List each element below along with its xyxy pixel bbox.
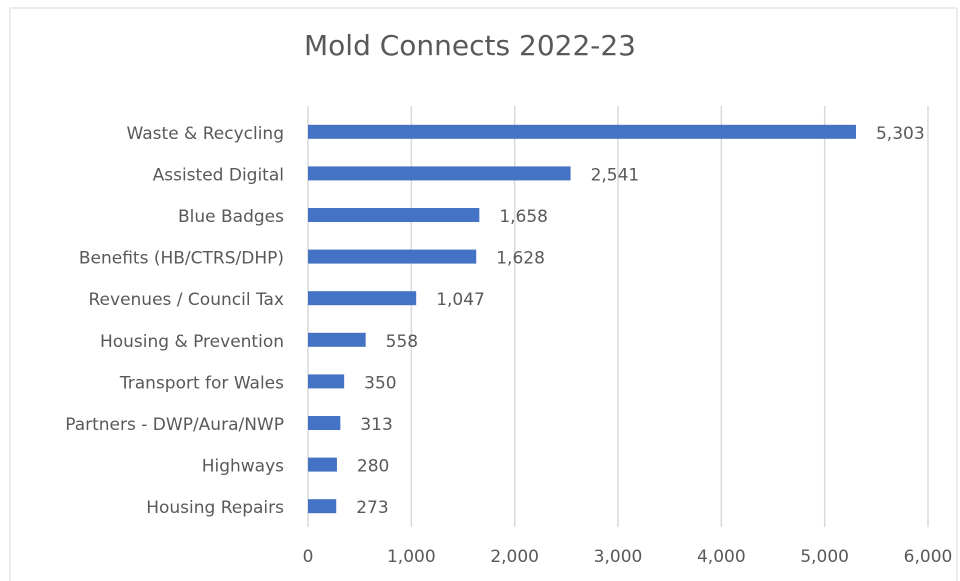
- x-tick-label: 1,000: [387, 547, 436, 567]
- data-label: 5,303: [876, 124, 925, 144]
- data-label: 313: [360, 415, 392, 435]
- bar: [308, 249, 477, 264]
- chart-border: [9, 7, 958, 581]
- bar: [308, 374, 345, 389]
- y-tick-label: Blue Badges: [178, 207, 284, 227]
- bar: [308, 416, 341, 430]
- x-tick-label: 2,000: [490, 547, 539, 567]
- bar: [308, 457, 337, 472]
- chart-title: Mold Connects 2022-23: [304, 29, 636, 62]
- y-tick-label: Benefits (HB/CTRS/DHP): [79, 249, 284, 269]
- x-tick-label: 3,000: [594, 547, 643, 567]
- y-tick-label: Waste & Recycling: [127, 124, 284, 144]
- x-tick-label: 0: [303, 547, 314, 567]
- data-label: 2,541: [591, 165, 640, 185]
- y-tick-label: Highways: [202, 457, 284, 477]
- data-label: 350: [364, 373, 396, 393]
- x-tick-label: 6,000: [904, 547, 953, 567]
- y-tick-label: Transport for Wales: [119, 373, 284, 393]
- bar: [308, 166, 571, 181]
- x-tick-label: 5,000: [800, 547, 849, 567]
- y-tick-label: Partners - DWP/Aura/NWP: [65, 415, 284, 435]
- x-tick-label: 4,000: [697, 547, 746, 567]
- bar: [308, 208, 480, 222]
- data-label: 1,628: [496, 249, 545, 269]
- y-tick-label: Revenues / Council Tax: [89, 290, 285, 310]
- data-label: 1,658: [499, 207, 548, 227]
- y-tick-label: Housing Repairs: [146, 498, 284, 518]
- bar: [308, 124, 856, 139]
- bar: [308, 499, 337, 514]
- data-label: 1,047: [436, 290, 485, 310]
- bar: [308, 291, 417, 306]
- data-label: 273: [356, 498, 388, 518]
- y-tick-label: Housing & Prevention: [100, 332, 284, 352]
- bar: [308, 332, 366, 347]
- data-label: 558: [386, 332, 418, 352]
- data-label: 280: [357, 457, 389, 477]
- y-tick-label: Assisted Digital: [153, 165, 284, 185]
